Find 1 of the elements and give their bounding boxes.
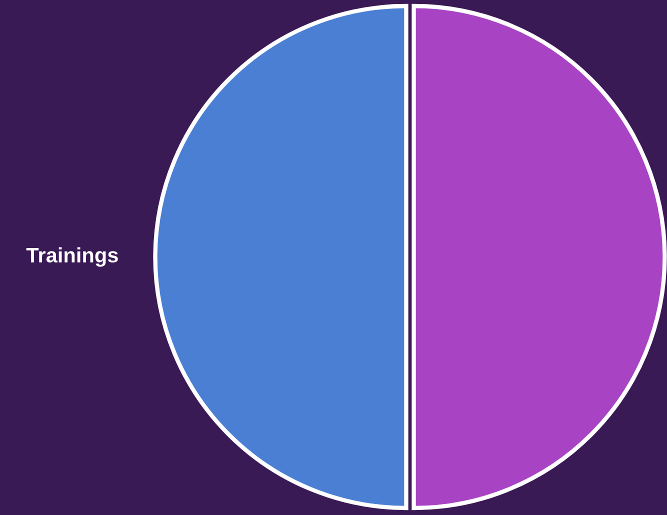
slice-label: Trainings [26, 247, 118, 267]
